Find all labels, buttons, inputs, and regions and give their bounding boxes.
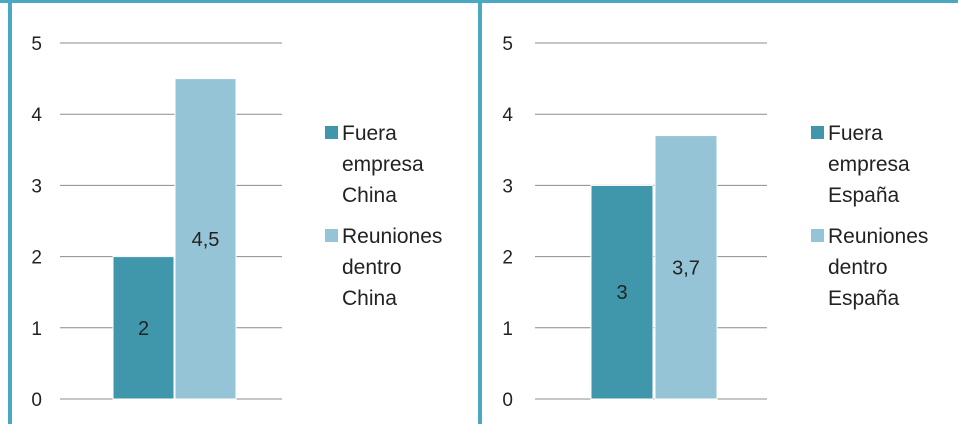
y-tick-label: 2 [502, 248, 513, 269]
y-tick-label: 4 [31, 105, 42, 126]
data-label-series2: 3,7 [672, 257, 700, 279]
legend-item-reuniones-china: Reuniones dentro China [325, 221, 472, 314]
chart-panel-espana: 0 1 2 3 4 5 3 3,7 Fuera empresa España Reunione… [478, 0, 958, 424]
legend-swatch-series2 [325, 229, 338, 242]
y-tick-label: 5 [502, 34, 513, 55]
chart-svg-espana: 0 1 2 3 4 5 3 3,7 [502, 34, 767, 411]
y-tick-label: 1 [31, 319, 42, 340]
y-tick-label: 5 [31, 34, 42, 55]
legend-china: Fuera empresa China Reuniones dentro Chi… [325, 118, 472, 324]
legend-swatch-series2 [811, 229, 824, 242]
y-tick-label: 2 [31, 248, 42, 269]
legend-label-fuera-espana: Fuera empresa España [828, 122, 910, 207]
data-label-series2: 4,5 [192, 229, 220, 251]
y-tick-label: 3 [31, 176, 42, 197]
legend-swatch-series1 [811, 126, 824, 139]
legend-label-reuniones-espana: Reuniones dentro España [828, 225, 929, 310]
legend-swatch-series1 [325, 126, 338, 139]
legend-item-fuera-china: Fuera empresa China [325, 118, 472, 211]
data-label-series1: 2 [138, 318, 149, 340]
legend-espana: Fuera empresa España Reuniones dentro Es… [811, 118, 958, 324]
panel-divider [478, 0, 482, 424]
top-border-right [482, 0, 958, 3]
bar-series1 [112, 256, 175, 400]
legend-item-fuera-espana: Fuera empresa España [811, 118, 958, 211]
chart-svg-china: 0 1 2 3 4 5 2 4,5 [31, 34, 282, 411]
y-tick-label: 4 [502, 105, 513, 126]
left-border-1 [8, 0, 12, 424]
legend-item-reuniones-espana: Reuniones dentro España [811, 221, 958, 314]
bar-series2 [654, 135, 718, 400]
top-border-left [0, 0, 478, 3]
data-label-series1: 3 [616, 282, 627, 304]
bar-series2 [174, 78, 237, 400]
y-tick-label: 0 [502, 390, 513, 411]
y-tick-label: 3 [502, 176, 513, 197]
y-tick-label: 0 [31, 390, 42, 411]
y-tick-label: 1 [502, 319, 513, 340]
chart-panel-china: 0 1 2 3 4 5 2 4,5 Fuera empresa China Reuniones… [0, 0, 478, 424]
bar-series1 [590, 184, 654, 400]
legend-label-fuera-china: Fuera empresa China [342, 122, 424, 207]
legend-label-reuniones-china: Reuniones dentro China [342, 225, 443, 310]
